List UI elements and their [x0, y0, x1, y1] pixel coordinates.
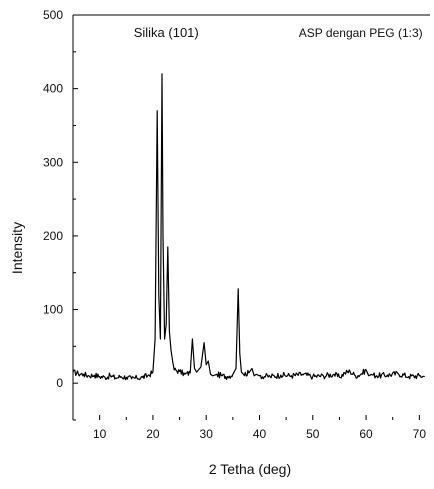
- y-tick-label: 100: [43, 303, 63, 317]
- x-tick-label: 10: [93, 427, 107, 441]
- sample-annotation: ASP dengan PEG (1:3): [299, 26, 423, 40]
- x-tick-label: 40: [253, 427, 267, 441]
- x-tick-label: 50: [306, 427, 320, 441]
- y-tick-label: 200: [43, 229, 63, 243]
- x-tick-label: 30: [200, 427, 214, 441]
- x-tick-label: 60: [359, 427, 373, 441]
- y-tick-label: 500: [43, 8, 63, 22]
- x-tick-label: 70: [413, 427, 427, 441]
- ticks: 0 100 200 300 400 500 10 20 30 40 50 60 70: [43, 8, 426, 441]
- axes: [72, 14, 430, 420]
- series-line: [72, 73, 425, 381]
- peak-annotation: Silika (101): [134, 25, 199, 40]
- y-tick-label: 400: [43, 82, 63, 96]
- x-axis-title: 2 Tetha (deg): [209, 461, 291, 477]
- y-tick-label: 0: [56, 376, 63, 390]
- y-axis-title: Intensity: [9, 222, 25, 274]
- x-tick-label: 20: [146, 427, 160, 441]
- y-tick-label: 300: [43, 155, 63, 169]
- plot-area: [72, 73, 425, 381]
